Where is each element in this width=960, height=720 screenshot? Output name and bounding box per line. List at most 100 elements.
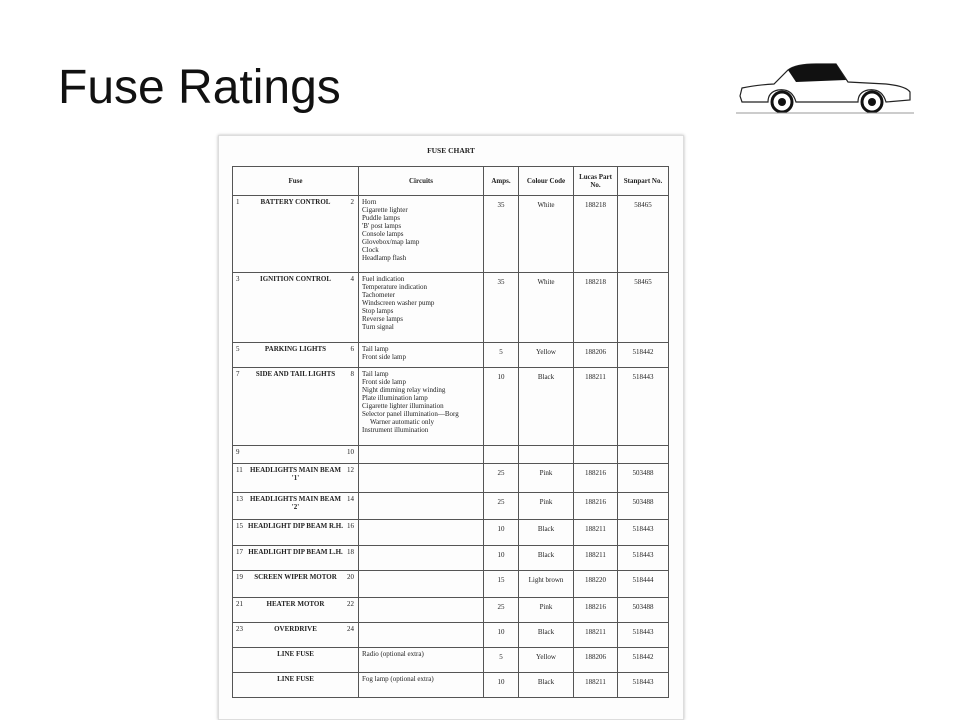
colour-cell: Pink — [518, 463, 574, 493]
header-amps: Amps. — [483, 166, 519, 196]
table-row: 3 IGNITION CONTROL 4 Fuel indication Temp… — [232, 272, 669, 343]
table-row: 21 HEATER MOTOR 22 25 Pink 188216 503488 — [232, 597, 669, 623]
fuse-name: BATTERY CONTROL — [260, 198, 331, 206]
colour-cell: Pink — [518, 597, 574, 623]
fuse-name: HEADLIGHTS MAIN BEAM '1' — [249, 466, 341, 482]
fuse-number-left: 11 — [236, 466, 243, 474]
stanpart-cell: 518443 — [617, 672, 669, 698]
fuse-cell: 5 PARKING LIGHTS 6 — [232, 342, 359, 368]
amps-cell: 10 — [483, 672, 519, 698]
fuse-name: SIDE AND TAIL LIGHTS — [255, 370, 336, 378]
fuse-number-right: 22 — [347, 600, 354, 608]
lucas-cell: 188206 — [573, 647, 618, 673]
header-stanpart: Stanpart No. — [617, 166, 669, 196]
amps-cell — [483, 445, 519, 464]
circuit-item: Clock — [362, 246, 379, 254]
fuse-cell: 1 BATTERY CONTROL 2 — [232, 195, 359, 273]
lucas-cell: 188216 — [573, 597, 618, 623]
table-row: 7 SIDE AND TAIL LIGHTS 8 Tail lamp Front … — [232, 367, 669, 446]
amps-cell: 10 — [483, 622, 519, 648]
circuits-cell — [358, 492, 484, 520]
lucas-cell — [573, 445, 618, 464]
circuit-item: Front side lamp — [362, 378, 406, 386]
fuse-number-right: 16 — [347, 522, 354, 530]
circuit-item: Fuel indication — [362, 275, 405, 283]
lucas-cell: 188211 — [573, 545, 618, 571]
lucas-cell: 188216 — [573, 463, 618, 493]
header-colour: Colour Code — [518, 166, 574, 196]
circuits-cell: Tail lamp Front side lamp — [358, 342, 484, 368]
circuits-cell — [358, 570, 484, 598]
fuse-number-left: 9 — [236, 448, 240, 456]
car-illustration — [736, 63, 914, 114]
fuse-number-right: 10 — [347, 448, 354, 456]
fuse-name: HEADLIGHT DIP BEAM R.H. — [248, 522, 343, 530]
table-row: 5 PARKING LIGHTS 6 Tail lamp Front side l… — [232, 342, 669, 368]
circuit-item: Cigarette lighter — [362, 206, 408, 214]
circuit-item: Reverse lamps — [362, 315, 404, 323]
fuse-number-right: 14 — [347, 495, 354, 503]
amps-cell: 15 — [483, 570, 519, 598]
amps-cell: 5 — [483, 342, 519, 368]
fuse-name: OVERDRIVE — [274, 625, 317, 633]
fuse-cell: 7 SIDE AND TAIL LIGHTS 8 — [232, 367, 359, 446]
colour-cell: White — [518, 272, 574, 343]
table-row: 19 SCREEN WIPER MOTOR 20 15 Light brown … — [232, 570, 669, 598]
stanpart-cell: 518443 — [617, 519, 669, 546]
circuit-item: Instrument illumination — [362, 426, 429, 434]
colour-cell: Black — [518, 672, 574, 698]
fuse-name: LINE FUSE — [277, 650, 314, 658]
circuit-item: Cigarette lighter illumination — [362, 402, 444, 410]
fuse-cell: 15 HEADLIGHT DIP BEAM R.H. 16 — [232, 519, 359, 546]
fuse-name: SCREEN WIPER MOTOR — [254, 573, 337, 581]
circuit-item: Temperature indication — [362, 283, 428, 291]
lucas-cell: 188218 — [573, 272, 618, 343]
amps-cell: 10 — [483, 545, 519, 571]
fuse-number-left: 1 — [236, 198, 240, 206]
fuse-number-left: 3 — [236, 275, 240, 283]
header-row: Fuse Circuits Amps. Colour Code Lucas Pa… — [232, 166, 669, 196]
colour-cell: Light brown — [518, 570, 574, 598]
table-row: 13 HEADLIGHTS MAIN BEAM '2' 14 25 Pink 1… — [232, 492, 669, 520]
table-row: 17 HEADLIGHT DIP BEAM L.H. 18 10 Black 1… — [232, 545, 669, 571]
circuits-cell: Fuel indication Temperature indication Tac… — [358, 272, 484, 343]
colour-cell: Black — [518, 622, 574, 648]
circuits-cell: Horn Cigarette lighter Puddle lamps 'B' pos… — [358, 195, 484, 273]
fuse-number-left: 15 — [236, 522, 243, 530]
amps-cell: 5 — [483, 647, 519, 673]
stanpart-cell: 503488 — [617, 597, 669, 623]
lucas-cell: 188216 — [573, 492, 618, 520]
lucas-cell: 188211 — [573, 367, 618, 446]
circuits-cell — [358, 463, 484, 493]
fuse-number-left: 19 — [236, 573, 243, 581]
fuse-cell: 21 HEATER MOTOR 22 — [232, 597, 359, 623]
stanpart-cell: 518443 — [617, 545, 669, 571]
slide-title: Fuse Ratings — [58, 61, 341, 114]
fuse-cell: LINE FUSE — [232, 672, 359, 698]
circuit-item: Turn signal — [362, 323, 394, 331]
lucas-cell: 188220 — [573, 570, 618, 598]
stanpart-cell: 58465 — [617, 272, 669, 343]
table-row: 9 10 — [232, 445, 669, 464]
circuit-item: Glovebox/map lamp — [362, 238, 420, 246]
fuse-cell: 9 10 — [232, 445, 359, 464]
fuse-cell: 23 OVERDRIVE 24 — [232, 622, 359, 648]
table-row: LINE FUSE Fog lamp (optional extra) 10 B… — [232, 672, 669, 698]
lucas-cell: 188206 — [573, 342, 618, 368]
circuit-item: Console lamps — [362, 230, 404, 238]
fuse-name: PARKING LIGHTS — [264, 345, 327, 353]
fuse-cell: 17 HEADLIGHT DIP BEAM L.H. 18 — [232, 545, 359, 571]
circuit-item: Tail lamp — [362, 370, 389, 378]
stanpart-cell: 518442 — [617, 342, 669, 368]
fuse-number-left: 5 — [236, 345, 240, 353]
circuit-item: Fog lamp (optional extra) — [362, 675, 434, 683]
fuse-number-left: 17 — [236, 548, 243, 556]
header-lucas: Lucas Part No. — [573, 166, 618, 196]
stanpart-cell: 518442 — [617, 647, 669, 673]
fuse-table: Fuse Circuits Amps. Colour Code Lucas Pa… — [232, 166, 669, 698]
amps-cell: 10 — [483, 519, 519, 546]
fuse-number-left: 13 — [236, 495, 243, 503]
circuit-item: Windscreen washer pump — [362, 299, 435, 307]
colour-cell: Yellow — [518, 342, 574, 368]
circuit-item: Stop lamps — [362, 307, 394, 315]
